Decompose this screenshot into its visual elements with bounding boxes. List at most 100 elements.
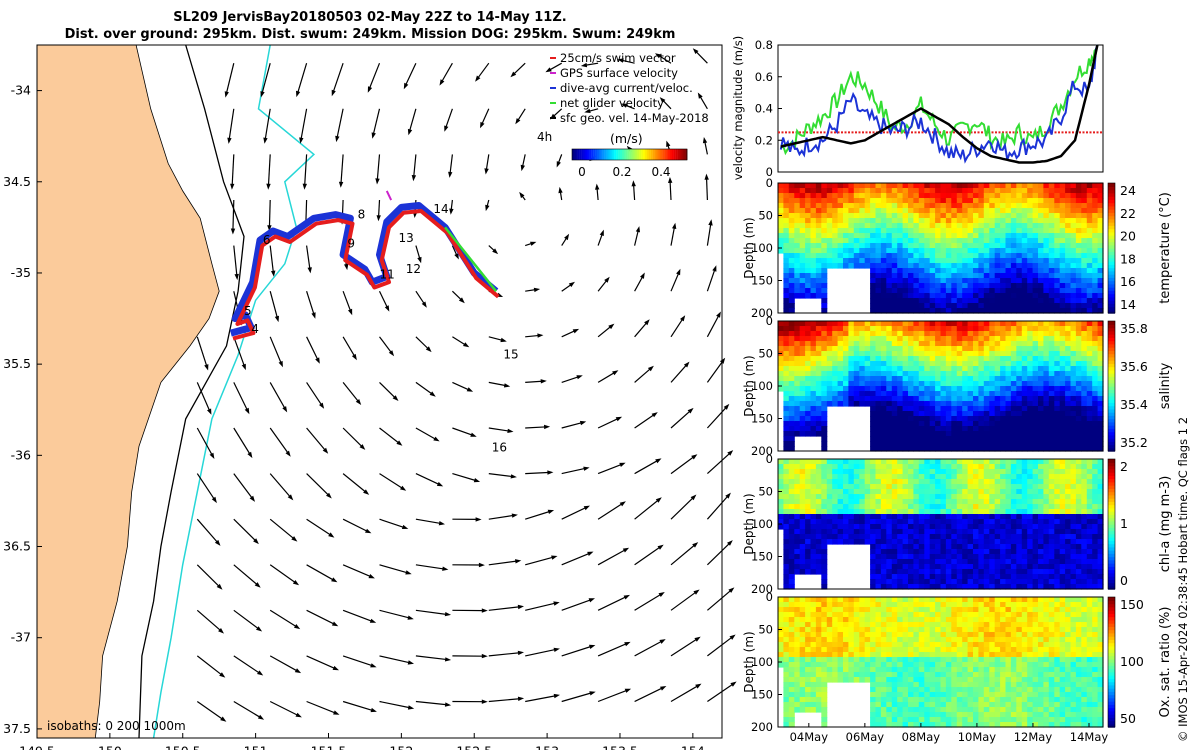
section-cell bbox=[1032, 243, 1039, 249]
section-cell bbox=[1005, 489, 1012, 495]
section-cell bbox=[1054, 431, 1061, 437]
velocity-vector bbox=[485, 199, 490, 212]
x-tick-label: 151 bbox=[244, 744, 268, 750]
section-cell bbox=[1038, 203, 1044, 209]
section-cell bbox=[956, 514, 963, 520]
velocity-vector bbox=[403, 62, 417, 90]
section-cell bbox=[951, 459, 958, 465]
colorbar-segment bbox=[1108, 412, 1115, 416]
section-cell bbox=[940, 193, 947, 199]
section-cell bbox=[1000, 273, 1007, 279]
section-cell bbox=[962, 346, 969, 352]
section-cell bbox=[783, 722, 790, 728]
section-cell bbox=[1070, 268, 1077, 274]
section-cell bbox=[832, 341, 839, 347]
section-cell bbox=[783, 258, 790, 264]
section-cell bbox=[788, 213, 795, 219]
section-cell bbox=[1075, 569, 1082, 575]
section-cell bbox=[805, 564, 812, 570]
section-cell bbox=[788, 692, 795, 698]
section-cell bbox=[826, 401, 833, 407]
section-cell bbox=[1065, 238, 1072, 244]
section-cell bbox=[891, 564, 898, 570]
section-cell bbox=[810, 248, 817, 254]
section-cell bbox=[1038, 351, 1044, 357]
section-cell bbox=[978, 278, 985, 284]
section-cell bbox=[1027, 524, 1034, 530]
section-cell bbox=[940, 529, 947, 535]
section-cell bbox=[805, 381, 812, 387]
section-cell bbox=[783, 642, 790, 648]
section-cell bbox=[1097, 484, 1104, 490]
section-cell bbox=[875, 253, 882, 259]
section-cell bbox=[935, 218, 942, 224]
section-cell bbox=[924, 391, 931, 397]
section-cell bbox=[1048, 268, 1055, 274]
section-cell bbox=[1032, 446, 1039, 452]
section-cell bbox=[886, 308, 893, 314]
colorbar-segment bbox=[1108, 225, 1115, 230]
section-cell bbox=[1016, 509, 1023, 515]
colorbar-segment bbox=[610, 149, 613, 160]
section-cell bbox=[978, 303, 985, 309]
section-cell bbox=[1021, 554, 1028, 560]
section-cell bbox=[1005, 469, 1012, 475]
section-cell bbox=[983, 446, 990, 452]
section-cell bbox=[783, 248, 790, 254]
section-cell bbox=[951, 336, 958, 342]
section-cell bbox=[978, 416, 985, 422]
section-cell bbox=[956, 509, 963, 515]
section-cell bbox=[848, 193, 855, 199]
section-cell bbox=[913, 278, 920, 284]
colorbar-segment bbox=[627, 149, 630, 160]
section-cell bbox=[983, 584, 990, 590]
section-cell bbox=[945, 509, 952, 515]
section-cell bbox=[788, 647, 795, 653]
section-cell bbox=[859, 376, 866, 382]
section-cell bbox=[880, 584, 887, 590]
section-cell bbox=[810, 564, 817, 570]
section-cell bbox=[1086, 303, 1093, 309]
section-cell bbox=[886, 278, 893, 284]
section-cell bbox=[1092, 288, 1099, 294]
section-cell bbox=[1038, 584, 1044, 590]
section-cell bbox=[994, 273, 1001, 279]
section-cell bbox=[1059, 564, 1066, 570]
section-cell bbox=[918, 446, 925, 452]
section-cell bbox=[1032, 238, 1039, 244]
section-cell bbox=[902, 524, 909, 530]
section-cell bbox=[1005, 213, 1012, 219]
section-cell bbox=[799, 504, 806, 510]
section-cell bbox=[799, 248, 806, 254]
section-cell bbox=[983, 441, 990, 447]
section-cell bbox=[1000, 391, 1007, 397]
section-cell bbox=[951, 273, 958, 279]
section-cell bbox=[783, 278, 790, 284]
section-cell bbox=[967, 391, 974, 397]
section-cell bbox=[978, 351, 985, 357]
section-cell bbox=[945, 258, 952, 264]
section-cell bbox=[1005, 233, 1012, 239]
section-cell bbox=[1038, 366, 1044, 372]
section-cell bbox=[794, 524, 801, 530]
section-cell bbox=[1065, 258, 1072, 264]
section-cell bbox=[1000, 213, 1007, 219]
section-cell bbox=[1043, 489, 1050, 495]
section-cell bbox=[783, 612, 790, 618]
section-cell bbox=[859, 183, 866, 189]
section-cell bbox=[956, 303, 963, 309]
velocity-vector bbox=[306, 564, 338, 583]
section-cell bbox=[788, 431, 795, 437]
section-cell bbox=[924, 248, 931, 254]
section-cell bbox=[1092, 248, 1099, 254]
section-cell bbox=[875, 223, 882, 229]
section-cell bbox=[832, 336, 839, 342]
section-cell bbox=[832, 361, 839, 367]
section-cell bbox=[1043, 278, 1050, 284]
section-cell bbox=[935, 436, 942, 442]
section-cell bbox=[837, 469, 844, 475]
section-cell bbox=[918, 371, 925, 377]
section-cell bbox=[788, 652, 795, 658]
section-cell bbox=[788, 657, 795, 663]
section-cell bbox=[929, 293, 936, 299]
